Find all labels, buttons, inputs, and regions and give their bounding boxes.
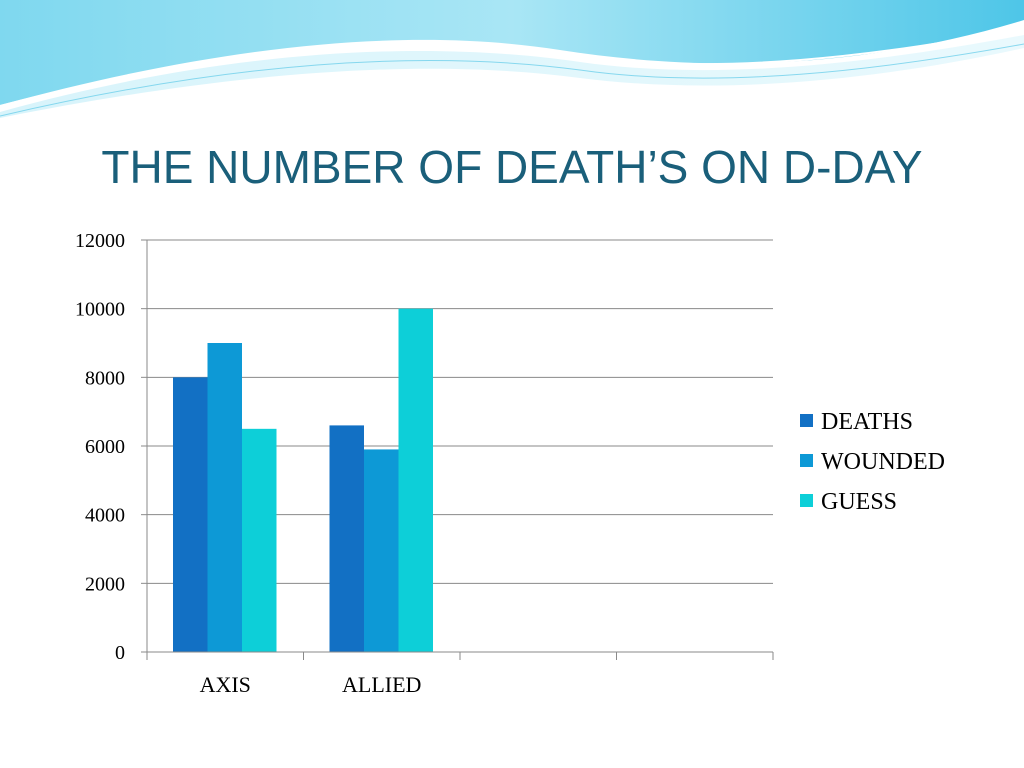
y-tick-label: 6000 <box>85 436 125 458</box>
legend-label-wounded: WOUNDED <box>821 449 945 475</box>
x-tick-label: ALLIED <box>342 672 421 697</box>
bar-wounded-allied <box>364 449 399 652</box>
y-tick-label: 2000 <box>85 573 125 595</box>
legend-swatch-guess <box>800 494 813 507</box>
y-tick-label: 12000 <box>75 230 125 252</box>
legend: DEATHS WOUNDED GUESS <box>800 409 945 515</box>
legend-label-guess: GUESS <box>821 489 897 515</box>
legend-label-deaths: DEATHS <box>821 409 913 435</box>
slide-title: THE NUMBER OF DEATH’S ON D-DAY <box>101 141 923 193</box>
y-tick-label: 8000 <box>85 367 125 389</box>
legend-swatch-deaths <box>800 414 813 427</box>
legend-swatch-wounded <box>800 454 813 467</box>
y-tick-label: 0 <box>115 642 125 664</box>
bar-deaths-axis <box>173 377 208 652</box>
axes: 0 2000 4000 6000 8000 10000 12000 AXIS ALLIED <box>75 230 774 697</box>
bars <box>173 308 433 652</box>
bar-guess-axis <box>242 428 277 652</box>
header-wave-decoration <box>0 0 1024 118</box>
y-tick-label: 10000 <box>75 299 125 321</box>
y-tick-label: 4000 <box>85 505 125 527</box>
bar-wounded-axis <box>207 343 242 652</box>
x-tick-label: AXIS <box>200 672 251 697</box>
bar-deaths-allied <box>329 425 364 652</box>
bar-guess-allied <box>398 308 433 652</box>
